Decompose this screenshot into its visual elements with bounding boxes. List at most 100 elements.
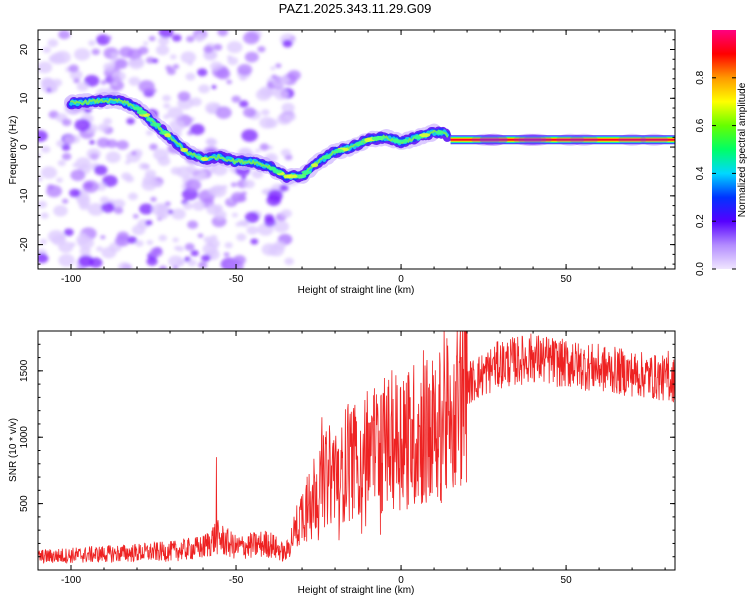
spectrogram-noise-blob [235,222,242,227]
spectrogram-noise-blob [163,114,170,120]
spectrogram-noise-blob [68,64,79,73]
spectrogram-noise-blob [250,238,259,245]
spectrogram-noise-blob [206,105,218,114]
spectrogram-y-axis-title: Frequency (Hz) [8,116,19,185]
spectrogram-noise-blob [217,30,229,37]
spectrogram-noise-blob [101,246,117,259]
spectrogram-noise-blob [87,202,105,216]
spectrogram-noise-blob [63,135,74,144]
spectrogram-noise-blob [113,206,124,215]
spectrogram-hot-spot [301,170,312,175]
spectrogram-noise-blob [213,43,223,51]
spectrogram-noise-blob [103,117,113,125]
spectrogram-noise-blob [224,242,233,249]
spectrogram-noise-blob [39,238,48,245]
spectrogram-noise-blob [198,261,208,269]
colorbar-tick-label: 0.2 [695,214,706,228]
spectrogram-carrier-halo [513,133,542,146]
spectrogram-noise-blob [128,192,138,201]
spectrogram-noise-blob [111,81,118,86]
spectrogram-ridge-layer [70,97,449,179]
spectrogram-carrier-halo [640,133,669,146]
spectrogram-noise-blob [100,80,107,85]
spectrogram-noise-blob [272,77,286,88]
spectrogram-noise-blob [187,220,199,229]
spectrogram-noise-blob [105,151,121,164]
spectrogram-noise-blob [49,85,58,93]
spectrogram-hot-spot [200,157,209,162]
colorbar-tick-label: 0.4 [695,166,706,180]
spectrogram-noise-blob [77,196,91,207]
spectrogram-noise-blob [157,156,171,166]
spectrogram-noise-blob [206,204,221,215]
spectrogram-hot-spot [132,106,143,111]
spectrogram-noise-blob [40,166,58,179]
spectrogram-noise-blob [61,152,72,161]
spectrogram-noise-blob [148,35,156,42]
spectrogram-noise-blob [192,200,206,211]
spectrogram-noise-blob [113,199,126,209]
spectrogram-noise-blob [176,259,185,267]
spectrogram-noise-blob [198,84,210,94]
spectrogram-noise-blob [226,55,233,60]
spectrogram-noise-blob [158,30,174,38]
spectrogram-noise-blob [133,58,144,67]
spectrogram-y-tick-label: -20 [19,237,30,252]
spectrogram-noise-blob [172,237,179,243]
spectrogram-noise-blob [69,188,81,198]
spectrogram-noise-blob [42,46,52,54]
spectrogram-noise-blob [58,253,75,267]
spectrogram-hot-spot [286,174,298,179]
spectrogram-noise-blob [142,41,149,46]
spectrogram-noise-blob [82,180,99,193]
spectrogram-noise-blob [58,30,71,40]
spectrogram-heatmap [38,30,675,269]
spectrogram-noise-blob [41,145,51,154]
spectrogram-noise-blob [244,51,259,63]
spectrogram-noise-blob [237,63,253,76]
spectrogram-noise-blob [46,78,52,83]
snr-y-tick-label: 500 [19,495,30,512]
spectrogram-noise-blob [203,45,214,54]
spectrogram-noise-blob [264,217,277,227]
spectrogram-noise-blob [155,44,170,56]
spectrogram-noise-blob [73,78,80,84]
spectrogram-noise-blob [146,257,158,266]
spectrogram-y-tick-label: -10 [19,188,30,203]
spectrogram-noise-blob [88,40,96,46]
spectrogram-noise-blob [185,72,196,81]
spectrogram-noise-blob [177,91,191,102]
spectrogram-noise [38,30,301,269]
spectrogram-hot-spot [146,117,154,122]
spectrogram-noise-blob [284,257,295,266]
spectrogram-noise-blob [185,179,202,192]
spectrogram-noise-blob [279,184,289,192]
spectrogram-noise-blob [211,85,217,90]
spectrogram-noise-blob [176,166,192,178]
spectrogram-noise-blob [236,233,247,242]
spectrogram-noise-blob [57,159,66,167]
spectrogram-noise-blob [151,203,168,216]
spectrogram-noise-blob [172,64,180,70]
spectrogram-hot-spot [136,110,148,115]
spectrogram-noise-blob [73,48,91,61]
spectrogram-x-tick-label: -100 [61,274,81,285]
spectrogram-noise-blob [267,145,274,150]
spectrogram-noise-blob [212,164,228,176]
spectrogram-noise-blob [145,56,155,64]
spectrogram-noise-blob [70,169,86,181]
spectrogram-noise-blob [239,100,249,108]
spectrogram-hot-spot [164,133,172,138]
spectrogram-noise-blob [243,179,255,189]
spectrogram-noise-blob [261,189,267,194]
spectrogram-noise-blob [61,118,72,127]
spectrogram-noise-blob [102,175,118,187]
spectrogram-hot-spot [419,133,431,138]
spectrogram-noise-blob [131,151,137,156]
spectrogram-noise-blob [230,191,245,203]
spectrogram-noise-blob [96,246,103,252]
spectrogram-noise-blob [222,184,228,189]
spectrogram-carrier-halo [479,133,508,146]
